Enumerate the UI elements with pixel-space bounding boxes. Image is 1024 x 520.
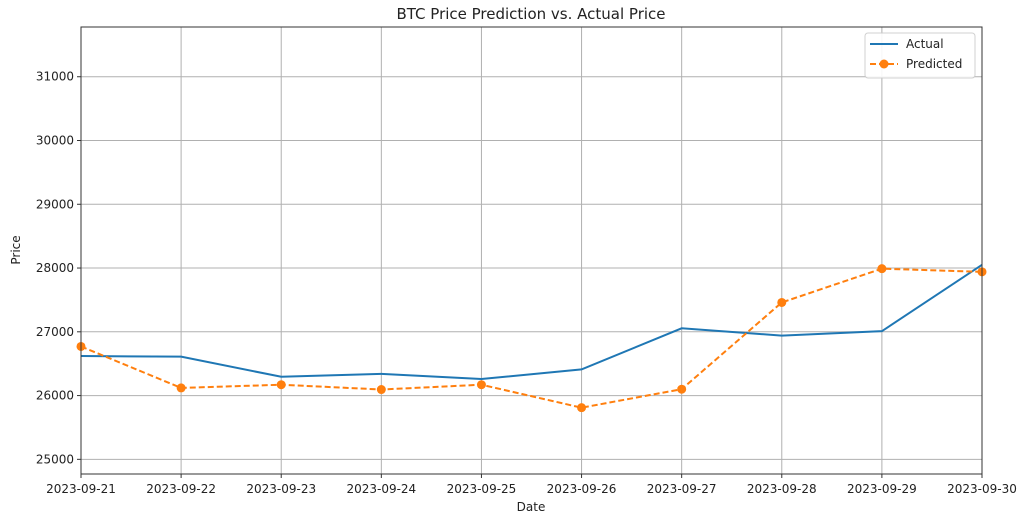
legend-label-predicted: Predicted [906, 57, 962, 71]
legend-label-actual: Actual [906, 37, 944, 51]
series-predicted [76, 264, 987, 413]
x-tick-label: 2023-09-30 [947, 482, 1017, 496]
predicted-point [376, 385, 386, 395]
predicted-line [80, 267, 983, 409]
predicted-point [476, 380, 486, 390]
y-tick-label: 27000 [36, 325, 74, 339]
x-tick-label: 2023-09-22 [146, 482, 216, 496]
x-tick-label: 2023-09-26 [547, 482, 617, 496]
y-axis-label: Price [9, 235, 23, 264]
plot-frame [80, 26, 983, 475]
predicted-point [777, 297, 787, 307]
legend-marker [879, 59, 889, 69]
y-tick-label: 29000 [36, 197, 74, 211]
x-axis: 2023-09-21 2023-09-22 2023-09-23 2023-09-24… [46, 474, 1017, 496]
y-tick-label: 25000 [36, 452, 74, 466]
x-tick-label: 2023-09-23 [246, 482, 316, 496]
series-actual [80, 264, 983, 380]
y-tick-label: 28000 [36, 261, 74, 275]
x-axis-label: Date [517, 500, 546, 514]
x-tick-label: 2023-09-24 [346, 482, 416, 496]
x-tick-label: 2023-09-27 [647, 482, 717, 496]
x-tick-label: 2023-09-28 [747, 482, 817, 496]
x-tick-label: 2023-09-21 [46, 482, 116, 496]
predicted-point [677, 384, 687, 394]
y-axis: 25000 26000 27000 28000 29000 30000 31000 [36, 70, 81, 466]
predicted-point [877, 264, 887, 274]
x-tick-label: 2023-09-25 [447, 482, 517, 496]
actual-line [80, 264, 983, 380]
y-tick-label: 30000 [36, 134, 74, 148]
predicted-point [577, 403, 587, 413]
predicted-point [276, 380, 286, 390]
grid [80, 27, 983, 474]
y-tick-label: 31000 [36, 70, 74, 84]
legend: Actual Predicted [864, 32, 976, 79]
predicted-point [176, 383, 186, 393]
chart-title: BTC Price Prediction vs. Actual Price [396, 5, 665, 23]
x-tick-label: 2023-09-29 [847, 482, 917, 496]
y-tick-label: 26000 [36, 389, 74, 403]
